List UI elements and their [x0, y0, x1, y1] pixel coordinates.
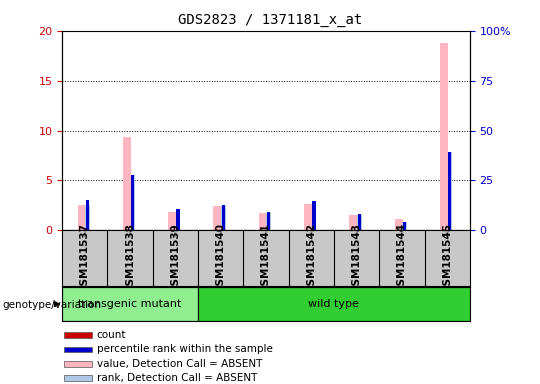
Bar [448, 152, 452, 230]
Bar [357, 215, 362, 230]
Text: GSM181545: GSM181545 [442, 223, 452, 293]
Bar [221, 207, 226, 230]
Text: transgenic mutant: transgenic mutant [78, 299, 182, 309]
Bar [131, 175, 134, 230]
Bar [131, 175, 135, 230]
Bar [395, 219, 403, 230]
Bar [259, 214, 267, 230]
Bar [78, 205, 86, 230]
Bar [403, 222, 406, 230]
Bar [349, 215, 357, 230]
Bar [198, 287, 470, 321]
Bar [64, 375, 92, 381]
Text: GSM181537: GSM181537 [80, 223, 90, 293]
Text: GSM181542: GSM181542 [306, 223, 316, 293]
Text: wild type: wild type [308, 299, 359, 309]
Bar [176, 212, 180, 230]
Bar [123, 137, 131, 230]
Bar [357, 214, 361, 230]
Text: rank, Detection Call = ABSENT: rank, Detection Call = ABSENT [97, 373, 257, 383]
Bar [267, 212, 270, 230]
Bar [304, 204, 312, 230]
Bar [177, 209, 180, 230]
Bar [168, 212, 176, 230]
Bar [64, 361, 92, 367]
Bar [86, 200, 89, 230]
Text: GSM181540: GSM181540 [215, 223, 226, 293]
Bar [266, 214, 271, 230]
Text: value, Detection Call = ABSENT: value, Detection Call = ABSENT [97, 359, 262, 369]
Text: count: count [97, 330, 126, 340]
Text: GSM181544: GSM181544 [397, 223, 407, 293]
Bar [85, 205, 90, 230]
Bar [402, 222, 407, 230]
Bar [64, 346, 92, 353]
Text: GDS2823 / 1371181_x_at: GDS2823 / 1371181_x_at [178, 13, 362, 27]
Text: GSM181541: GSM181541 [261, 223, 271, 293]
Bar [448, 152, 451, 230]
Text: percentile rank within the sample: percentile rank within the sample [97, 344, 273, 354]
Bar [440, 43, 448, 230]
Text: GSM181543: GSM181543 [352, 223, 362, 293]
Bar [312, 202, 315, 230]
Bar [312, 204, 316, 230]
Text: genotype/variation: genotype/variation [3, 300, 102, 310]
Bar [213, 207, 221, 230]
Bar [62, 287, 198, 321]
Bar [64, 332, 92, 338]
Text: GSM181539: GSM181539 [170, 223, 180, 293]
Bar [222, 205, 225, 230]
Text: GSM181538: GSM181538 [125, 223, 135, 293]
